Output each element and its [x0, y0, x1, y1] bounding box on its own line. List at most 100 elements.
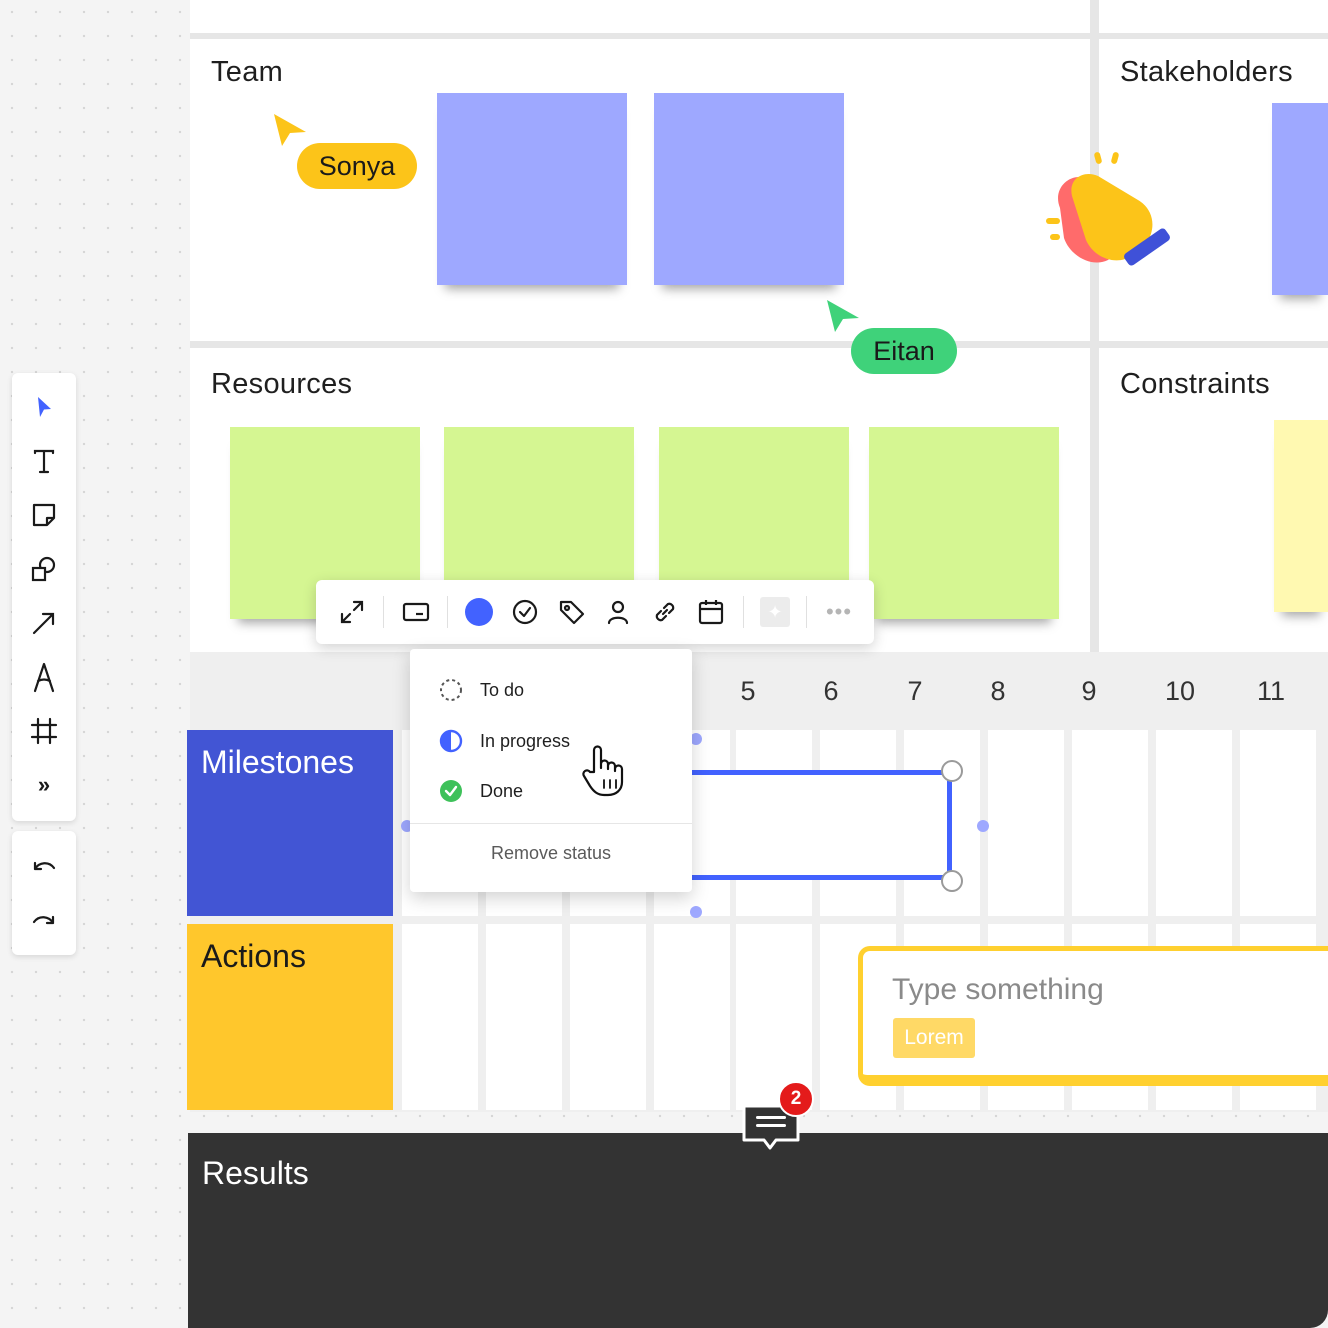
text-tool[interactable] [12, 439, 76, 483]
row-header-label: Milestones [201, 744, 354, 780]
clapping-hands-icon [1046, 152, 1170, 266]
check-circle-icon [512, 599, 538, 625]
results-frame[interactable]: Results [188, 1133, 1328, 1328]
timeline-column-number: 5 [740, 676, 756, 706]
remove-status-button[interactable]: Remove status [490, 843, 612, 863]
sticky-note[interactable] [1274, 420, 1328, 612]
text-icon [33, 449, 55, 474]
frame-top-strip-right [1099, 0, 1328, 33]
status-option-label: Done [480, 780, 524, 801]
half-circle-icon [439, 729, 463, 753]
timeline-column-number: 6 [823, 676, 839, 706]
sticky-note[interactable] [654, 93, 844, 285]
comment-count-badge: 2 [778, 1081, 814, 1117]
timeline-column-number: 10 [1164, 676, 1196, 706]
more-icon: ••• [825, 599, 853, 624]
pen-tool[interactable] [12, 655, 76, 699]
sticky-note-tool[interactable] [12, 493, 76, 537]
assign-button[interactable] [600, 594, 636, 630]
card-placeholder[interactable]: Type something [892, 973, 1104, 1006]
timeline-column-number: 7 [907, 676, 923, 706]
redo-button[interactable] [12, 899, 76, 943]
undo-button[interactable] [12, 845, 76, 889]
ai-sparkle-icon: ✦ [760, 597, 790, 627]
frame-tool[interactable] [12, 709, 76, 753]
collaborator-label-eitan: Eitan [851, 328, 957, 374]
row-divider [190, 916, 1328, 924]
results-label: Results [202, 1155, 309, 1191]
expand-button[interactable] [334, 594, 370, 630]
status-option-label: In progress [480, 730, 571, 751]
selected-timeline-item[interactable] [686, 770, 952, 880]
dashed-circle-icon [440, 679, 462, 701]
separator [447, 596, 448, 628]
status-option-todo[interactable]: To do [438, 672, 524, 708]
frame-top-strip [190, 0, 1090, 33]
separator [806, 596, 807, 628]
arrow-tool[interactable] [12, 601, 76, 645]
connector-dot[interactable] [977, 820, 989, 832]
more-tools-button[interactable]: » [12, 763, 76, 807]
resize-handle[interactable] [941, 870, 963, 892]
cursor-pointer-icon [827, 300, 859, 332]
team-frame-title: Team [211, 56, 284, 88]
timeline-column-number: 8 [990, 676, 1006, 706]
card-button[interactable] [398, 594, 434, 630]
color-swatch [465, 598, 493, 626]
left-toolbar: » [12, 373, 76, 821]
sticky-note-icon [32, 503, 56, 527]
arrow-icon [32, 612, 55, 635]
undo-icon [33, 861, 56, 871]
card-tag[interactable]: Lorem [893, 1018, 975, 1058]
row-header-actions[interactable]: Actions [187, 924, 393, 1110]
timeline-column-number: 11 [1256, 676, 1286, 706]
hand-pointer-icon [582, 745, 624, 797]
check-done-icon [440, 780, 462, 802]
resources-frame-title: Resources [211, 368, 353, 400]
separator [743, 596, 744, 628]
person-icon [607, 600, 629, 625]
tag-button[interactable] [554, 594, 590, 630]
pen-icon [33, 662, 55, 693]
more-button[interactable]: ••• [821, 594, 857, 630]
color-button[interactable] [461, 594, 497, 630]
link-button[interactable] [647, 594, 683, 630]
menu-divider [410, 823, 692, 824]
link-icon [655, 602, 675, 622]
team-frame[interactable] [190, 39, 1090, 341]
date-button[interactable] [693, 594, 729, 630]
status-option-done[interactable]: Done [438, 773, 523, 809]
tag-icon [559, 600, 585, 625]
card-icon [402, 602, 430, 622]
status-menu: To do In progress Done Remove status [410, 649, 692, 892]
history-toolbar [12, 831, 76, 955]
separator [383, 596, 384, 628]
connector-dot[interactable] [690, 906, 702, 918]
ai-button[interactable]: ✦ [757, 594, 793, 630]
row-header-label: Actions [201, 938, 306, 974]
calendar-icon [698, 600, 724, 625]
more-tools-icon: » [37, 772, 51, 797]
redo-icon [32, 915, 55, 925]
select-icon [38, 397, 51, 417]
timeline-column-number: 9 [1081, 676, 1097, 706]
sticky-note[interactable] [1272, 103, 1328, 295]
resize-handle[interactable] [941, 760, 963, 782]
status-button[interactable] [507, 594, 543, 630]
sticky-note[interactable] [437, 93, 627, 285]
row-header-milestones[interactable]: Milestones [187, 730, 393, 916]
context-toolbar: ✦ ••• [316, 580, 874, 644]
sticky-note[interactable] [869, 427, 1059, 619]
status-option-in-progress[interactable]: In progress [438, 723, 570, 759]
constraints-frame-title: Constraints [1120, 368, 1270, 400]
expand-icon [340, 600, 364, 624]
select-tool[interactable] [12, 385, 76, 429]
connector-dot[interactable] [690, 733, 702, 745]
cursor-pointer-icon [274, 114, 306, 146]
frame-icon [30, 717, 58, 745]
shapes-tool[interactable] [12, 547, 76, 591]
text-card[interactable]: Type something Lorem [858, 946, 1328, 1086]
collaborator-label-sonya: Sonya [297, 143, 417, 189]
status-option-label: To do [480, 679, 525, 700]
shapes-icon [31, 556, 56, 582]
